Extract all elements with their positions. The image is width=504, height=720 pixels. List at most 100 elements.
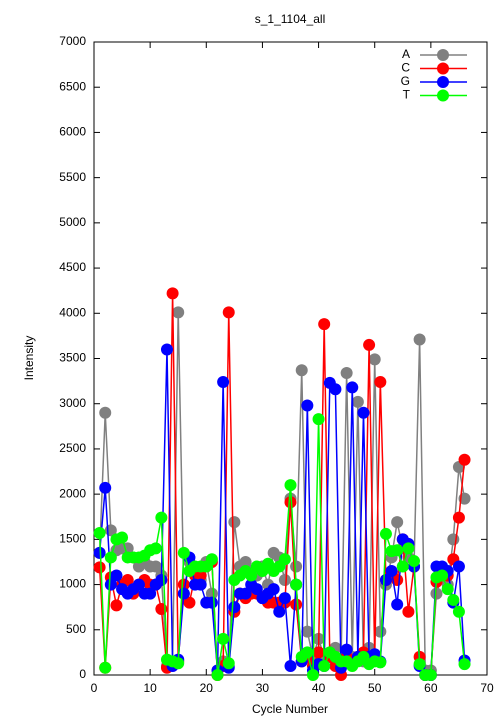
data-point xyxy=(160,343,173,356)
y-tick-label: 2000 xyxy=(59,486,86,500)
y-tick-label: 3500 xyxy=(59,351,86,365)
data-point xyxy=(284,479,297,492)
data-point xyxy=(346,381,359,394)
data-point xyxy=(177,587,190,600)
data-point xyxy=(278,553,291,566)
legend-marker xyxy=(437,49,449,61)
legend-label: A xyxy=(402,47,410,61)
x-tick-label: 10 xyxy=(143,681,157,695)
data-point xyxy=(93,546,106,559)
data-point xyxy=(217,376,230,389)
data-point xyxy=(391,544,404,557)
data-point xyxy=(194,569,207,582)
data-point xyxy=(368,353,381,366)
data-point xyxy=(239,555,252,568)
y-tick-label: 2500 xyxy=(59,441,86,455)
legend-label: C xyxy=(401,61,410,75)
data-point xyxy=(211,669,224,681)
data-point xyxy=(396,560,409,573)
x-tick-label: 50 xyxy=(368,681,382,695)
data-point xyxy=(312,413,325,426)
y-tick-label: 7000 xyxy=(59,34,86,48)
data-point xyxy=(379,527,392,540)
data-point xyxy=(177,546,190,559)
x-tick-label: 60 xyxy=(424,681,438,695)
data-point xyxy=(104,551,117,564)
x-tick-label: 70 xyxy=(480,681,494,695)
x-tick-label: 20 xyxy=(200,681,214,695)
data-point xyxy=(379,574,392,587)
y-tick-label: 6000 xyxy=(59,125,86,139)
data-point xyxy=(121,574,134,587)
data-point xyxy=(329,383,342,396)
y-axis-label: Intensity xyxy=(22,336,36,381)
x-axis-label: Cycle Number xyxy=(252,702,328,716)
y-tick-label: 1000 xyxy=(59,577,86,591)
data-point xyxy=(340,366,353,379)
data-point xyxy=(278,574,291,587)
data-point xyxy=(284,659,297,672)
data-point xyxy=(374,625,387,638)
data-point xyxy=(447,593,460,606)
data-point xyxy=(452,511,465,524)
data-point xyxy=(166,287,179,300)
data-point xyxy=(149,560,162,573)
data-point xyxy=(452,560,465,573)
y-tick-label: 5500 xyxy=(59,170,86,184)
x-tick-label: 0 xyxy=(91,681,98,695)
legend-marker xyxy=(437,62,449,75)
data-point xyxy=(452,605,465,618)
data-point xyxy=(312,646,325,659)
data-point xyxy=(205,596,218,609)
data-point xyxy=(267,583,280,596)
y-tick-label: 1500 xyxy=(59,532,86,546)
data-point xyxy=(93,527,106,540)
data-point xyxy=(295,364,308,377)
data-point xyxy=(99,661,112,674)
y-tick-label: 3000 xyxy=(59,396,86,410)
legend-label: T xyxy=(403,88,411,102)
data-point xyxy=(172,306,185,319)
data-point xyxy=(194,578,207,591)
y-tick-label: 500 xyxy=(66,622,86,636)
legend-marker xyxy=(437,89,449,102)
data-point xyxy=(413,658,426,671)
data-point xyxy=(183,596,196,609)
data-point xyxy=(222,306,235,319)
data-point xyxy=(104,578,117,591)
data-point xyxy=(391,598,404,611)
x-tick-label: 30 xyxy=(256,681,270,695)
data-point xyxy=(290,598,303,611)
data-point xyxy=(357,406,370,419)
data-point xyxy=(155,511,168,524)
data-point xyxy=(408,555,421,568)
y-tick-label: 6500 xyxy=(59,79,86,93)
data-point xyxy=(318,659,331,672)
data-point xyxy=(402,605,415,618)
data-point xyxy=(273,605,286,618)
data-point xyxy=(205,553,218,566)
data-point xyxy=(228,601,241,614)
data-point xyxy=(245,569,258,582)
data-point xyxy=(374,376,387,389)
data-point xyxy=(110,569,123,582)
data-point xyxy=(301,625,314,638)
legend-marker xyxy=(437,76,449,88)
data-point xyxy=(149,542,162,555)
data-point xyxy=(217,632,230,645)
data-point xyxy=(306,669,319,681)
data-point xyxy=(132,578,145,591)
data-point xyxy=(222,657,235,670)
data-point xyxy=(385,565,398,578)
data-point xyxy=(278,592,291,605)
data-point xyxy=(205,587,218,600)
data-point xyxy=(99,406,112,419)
data-point xyxy=(239,587,252,600)
data-point xyxy=(250,583,263,596)
x-tick-label: 40 xyxy=(312,681,326,695)
data-point xyxy=(301,399,314,412)
data-point xyxy=(363,338,376,351)
data-point xyxy=(391,516,404,529)
data-point xyxy=(93,561,106,574)
